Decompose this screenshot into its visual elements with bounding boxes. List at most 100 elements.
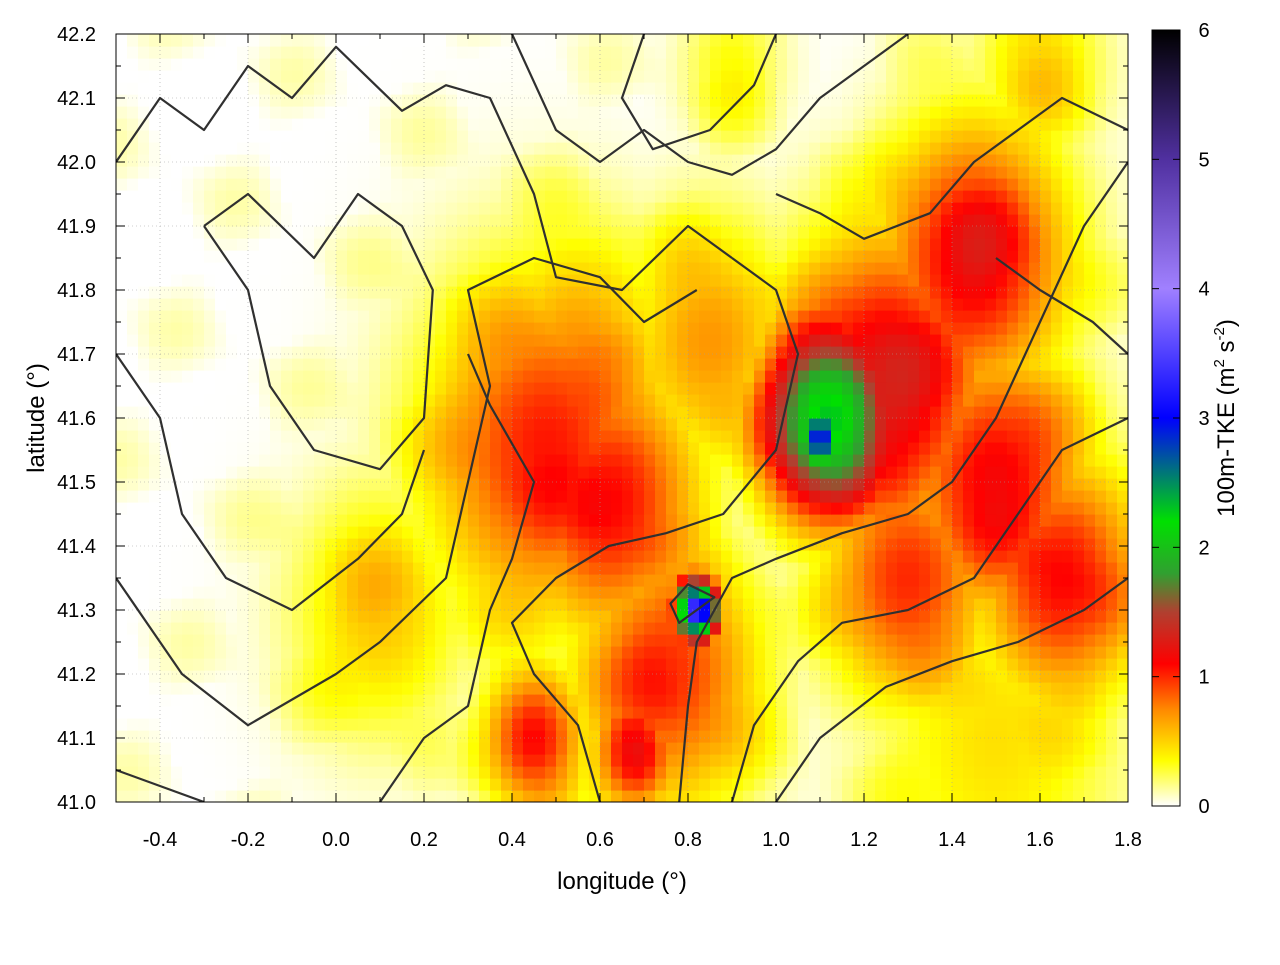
heat-cell: [380, 262, 392, 275]
heat-cell: [127, 286, 139, 299]
heat-cell: [930, 298, 942, 311]
heat-cell: [578, 286, 590, 299]
heat-cell: [941, 190, 953, 203]
heat-cell: [270, 406, 282, 419]
heat-cell: [303, 454, 315, 467]
heat-cell: [633, 154, 645, 167]
heat-cell: [644, 370, 656, 383]
heat-cell: [490, 442, 502, 455]
heat-cell: [908, 202, 920, 215]
heat-cell: [347, 730, 359, 743]
heat-cell: [402, 250, 414, 263]
heat-cell: [380, 622, 392, 635]
heat-cell: [545, 790, 557, 802]
heat-cell: [732, 418, 744, 431]
heat-cell: [831, 514, 843, 527]
heat-cell: [831, 754, 843, 767]
heat-cell: [1051, 466, 1063, 479]
heat-cell: [809, 598, 821, 611]
heat-cell: [149, 166, 161, 179]
heat-cell: [523, 526, 535, 539]
heat-cell: [204, 646, 216, 659]
heat-cell: [138, 526, 150, 539]
heat-cell: [127, 250, 139, 263]
heat-cell: [204, 538, 216, 551]
heat-cell: [534, 730, 546, 743]
heat-cell: [963, 394, 975, 407]
heat-cell: [248, 754, 260, 767]
heat-cell: [259, 382, 271, 395]
heat-cell: [655, 310, 667, 323]
heat-cell: [732, 274, 744, 287]
heat-cell: [270, 634, 282, 647]
heat-cell: [820, 430, 832, 443]
heat-cell: [974, 406, 986, 419]
heat-cell: [435, 466, 447, 479]
heat-cell: [809, 550, 821, 563]
heat-cell: [413, 682, 425, 695]
heat-cell: [655, 634, 667, 647]
heat-cell: [831, 610, 843, 623]
heat-cell: [171, 646, 183, 659]
heat-cell: [930, 658, 942, 671]
heat-cell: [666, 178, 678, 191]
heat-cell: [259, 454, 271, 467]
heat-cell: [611, 610, 623, 623]
heat-cell: [1117, 694, 1128, 707]
heat-cell: [512, 598, 524, 611]
heat-cell: [776, 358, 788, 371]
heat-cell: [435, 490, 447, 503]
heat-cell: [193, 442, 205, 455]
heat-cell: [897, 490, 909, 503]
heat-cell: [941, 706, 953, 719]
heat-cell: [655, 562, 667, 575]
heat-cell: [171, 754, 183, 767]
heat-cell: [875, 754, 887, 767]
heat-cell: [985, 334, 997, 347]
heat-cell: [292, 754, 304, 767]
heat-cell: [864, 622, 876, 635]
heat-cell: [710, 262, 722, 275]
heat-cell: [765, 538, 777, 551]
heat-cell: [556, 382, 568, 395]
heat-cell: [303, 658, 315, 671]
heat-cell: [985, 370, 997, 383]
heat-cell: [501, 454, 513, 467]
heat-cell: [1073, 418, 1085, 431]
heat-cell: [809, 286, 821, 299]
heat-cell: [677, 214, 689, 227]
heat-cell: [798, 322, 810, 335]
heat-cell: [413, 670, 425, 683]
heat-cell: [226, 418, 238, 431]
heat-cell: [963, 166, 975, 179]
heat-cell: [754, 634, 766, 647]
heat-cell: [611, 238, 623, 251]
heat-cell: [182, 682, 194, 695]
heat-cell: [677, 658, 689, 671]
heat-cell: [457, 274, 469, 287]
heat-cell: [875, 190, 887, 203]
heat-cell: [666, 262, 678, 275]
heat-cell: [325, 190, 337, 203]
heat-cell: [534, 550, 546, 563]
heat-cell: [347, 502, 359, 515]
heat-cell: [578, 730, 590, 743]
heat-cell: [347, 154, 359, 167]
heat-cell: [446, 742, 458, 755]
heat-cell: [237, 298, 249, 311]
heat-cell: [963, 226, 975, 239]
heat-cell: [523, 262, 535, 275]
heat-cell: [622, 754, 634, 767]
heat-cell: [292, 550, 304, 563]
heat-cell: [259, 730, 271, 743]
heat-cell: [765, 574, 777, 587]
heat-cell: [149, 586, 161, 599]
heat-cell: [677, 742, 689, 755]
heat-cell: [314, 418, 326, 431]
heat-cell: [743, 190, 755, 203]
heat-cell: [1106, 670, 1118, 683]
heat-cell: [160, 670, 172, 683]
heat-cell: [193, 430, 205, 443]
heat-cell: [171, 202, 183, 215]
heat-cell: [776, 274, 788, 287]
